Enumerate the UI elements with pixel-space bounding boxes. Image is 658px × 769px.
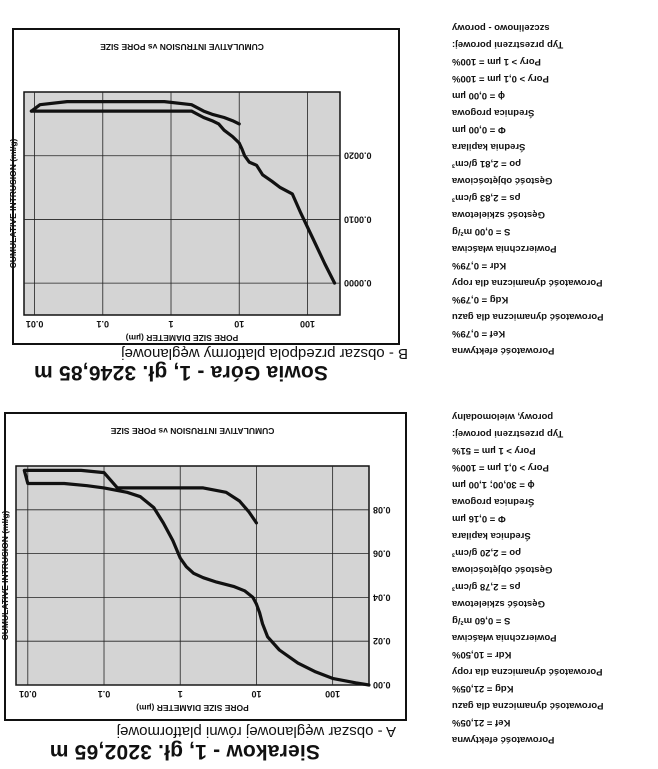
property-line: Porowatość dynamiczna dla gazu [452,700,604,711]
y-tick-label: 0.08 [373,505,391,515]
property-line: Gęstość szkieletowa [452,598,545,609]
panel-a: Sierakow - 1, gł. 3202,65 m A - obszar w… [0,385,658,769]
series-line [29,100,241,126]
y-tick-label: 0.0000 [344,278,372,288]
y-tick-label: 0.04 [373,592,391,602]
y-tick-label: 0.0020 [344,151,372,161]
panel-b-subtitle: B - obszar przedpola platformy węglanowe… [121,345,408,362]
x-tick-label: 1 [169,319,174,329]
plot-area [15,465,370,686]
property-line: szczelinowo - porowy [452,22,550,33]
property-line: Porowatość dynamiczna dla ropy [452,277,603,288]
panel-a-chart: 100 10 1 0.1 0.01 0.00 0.02 0.04 0.06 0.08 PORE SI… [0,426,391,713]
property-line: Pory > 0,1 µm = 100% [452,73,549,84]
property-line: Kdr = 10,50% [452,649,512,660]
panel-b-chart-frame: 100 10 1 0.1 0.01 0.0000 0.0010 0.0020 PORE SIZE… [8,28,400,345]
property-line: ϕ = 30,00; 1,00 µm [452,479,535,490]
x-tick-label: 0.1 [98,689,111,699]
x-axis-title: PORE SIZE DIAMETER (µm) [136,703,249,713]
property-line: Kef = 21,05% [452,717,511,728]
property-line: Gęstość objętościowa [452,564,553,575]
x-tick-label: 100 [300,319,315,329]
property-line: Porowatość dynamiczna dla ropy [452,666,603,677]
property-line: ρs = 2,83 g/cm³ [452,192,521,203]
panel-b-title: Sowia Góra - 1, gł. 3246,85 m [33,361,328,384]
property-line: Porowatość dynamiczna dla gazu [452,311,604,322]
x-tick-label: 0.01 [26,319,44,329]
property-line: Gęstość szkieletowa [452,209,545,220]
property-line: Kdg = 0,79% [452,294,509,305]
y-axis-title: CUMULATIVE INTRUSION (ml/g) [0,510,10,640]
x-tick-label: 10 [234,319,244,329]
panel-a-subtitle: A - obszar węglanowej równi platformowej [116,723,396,740]
x-axis-title: PORE SIZE DIAMETER (µm) [126,333,239,343]
y-tick-label: 0.00 [373,680,391,690]
property-line: Kef = 0,79% [452,328,506,339]
x-tick-label: 10 [251,689,261,699]
property-line: ρs = 2,78 g/cm³ [452,581,521,592]
property-line: Pory > 1 µm = 51% [452,445,536,456]
property-line: Średnia kapilara [452,141,526,152]
x-tick-label: 1 [178,689,183,699]
property-line: porowy, wielomodalny [452,411,554,422]
series-line [22,468,371,687]
property-line: Średnica progowa [452,496,535,507]
panel-a-properties: Porowatość efektywna Kef = 21,05% Porowato… [452,405,652,745]
property-line: Średnica kapilara [452,530,531,541]
chart-title: CUMULATIVE INTRUSION vs PORE SIZE [100,42,264,52]
property-line: Kdr = 0,79% [452,260,507,271]
property-line: S = 0,00 m²/g [452,226,511,237]
y-tick-label: 0.0010 [344,214,372,224]
property-line: Porowatość efektywna [452,345,555,356]
property-line: ρo = 2,20 g/cm³ [452,547,521,558]
x-tick-label: 0.1 [97,319,110,329]
x-tick-label: 100 [325,689,340,699]
property-line: Pory > 0,1 µm = 100% [452,462,549,473]
property-line: Pory > 1 µm = 100% [452,56,541,67]
y-tick-label: 0.06 [373,549,391,559]
property-line: Gęstość objętościowa [452,175,553,186]
property-line: Typ przestrzeni porowej: [452,39,564,50]
property-line: Typ przestrzeni porowej: [452,428,564,439]
property-line: Powierzchnia właściwa [452,243,557,254]
y-axis-title: CUMULATIVE INTRUSION (ml/g) [8,138,18,268]
property-line: Φ = 0,00 µm [452,124,506,135]
property-line: ϕ = 0,00 µm [452,90,505,101]
property-line: Porowatość efektywna [452,734,555,745]
x-tick-label: 0.01 [19,689,37,699]
chart-title: CUMULATIVE INTRUSION vs PORE SIZE [110,426,274,436]
property-line: ρo = 2,81 g/cm³ [452,158,521,169]
y-tick-label: 0.02 [373,636,391,646]
plot-area [23,91,341,316]
panel-a-chart-frame: 100 10 1 0.1 0.01 0.00 0.02 0.04 0.06 0.08 PORE SI… [0,412,407,721]
property-line: Φ = 0,16 µm [452,513,506,524]
panel-a-title: Sierakow - 1, gł. 3202,65 m [49,740,320,763]
property-line: Powierzchnia właściwa [452,632,557,643]
series-line [29,109,337,285]
panel-b: Sowia Góra - 1, gł. 3246,85 m B - obszar… [0,0,658,384]
property-line: Średnica progowa [452,107,535,118]
panel-b-properties: Porowatość efektywna Kef = 0,79% Porowatoś… [452,16,652,356]
property-line: S = 0,60 m²/g [452,615,511,626]
property-line: Kdg = 21,05% [452,683,514,694]
panel-b-chart: 100 10 1 0.1 0.01 0.0000 0.0010 0.0020 PORE SIZE… [8,42,372,343]
